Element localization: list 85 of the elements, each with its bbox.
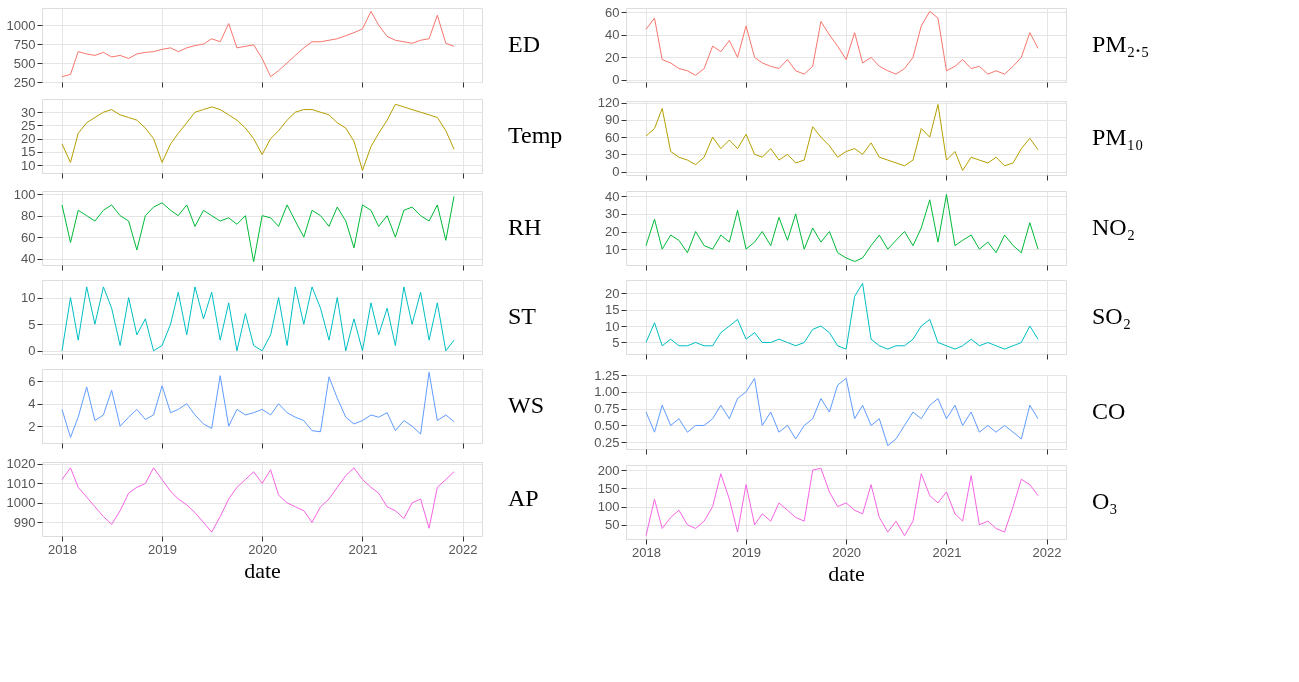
y-tick-label: 40	[605, 27, 620, 43]
x-tick-label: 2021	[932, 544, 962, 560]
y-axis-title: PM₁₀	[1092, 124, 1144, 150]
y-tick-label: 5	[612, 334, 620, 350]
x-tick-label: 2022	[448, 541, 478, 557]
y-tick-label: 60	[21, 229, 36, 245]
y-tick-label: 2	[28, 418, 36, 434]
y-tick-label: 200	[597, 462, 620, 478]
y-tick-label: 25	[21, 117, 36, 133]
x-tick-label: 2020	[832, 544, 862, 560]
y-tick-label: 30	[605, 146, 620, 162]
y-tick-label: 20	[21, 131, 36, 147]
x-axis-title: date	[244, 557, 281, 583]
x-tick-label: 2021	[348, 541, 378, 557]
x-tick-label: 2022	[1032, 544, 1062, 560]
y-tick-label: 40	[605, 188, 620, 204]
y-tick-label: 1000	[6, 17, 36, 33]
y-tick-label: 20	[605, 285, 620, 301]
y-axis-title: NO₂	[1092, 214, 1136, 240]
x-tick-label: 2018	[48, 541, 77, 557]
y-tick-label: 120	[597, 95, 620, 111]
y-tick-label: 250	[13, 74, 36, 90]
y-tick-label: 750	[13, 36, 36, 52]
y-tick-label: 1010	[6, 475, 36, 491]
x-tick-label: 2019	[732, 544, 762, 560]
y-tick-label: 1.00	[594, 384, 620, 400]
y-tick-label: 30	[605, 206, 620, 222]
y-axis-title: AP	[508, 485, 539, 511]
y-tick-label: 10	[605, 318, 620, 334]
x-axis-title: date	[828, 560, 865, 586]
y-tick-label: 30	[21, 104, 36, 120]
line-series	[645, 282, 1039, 350]
y-tick-label: 5	[28, 316, 36, 332]
line-series	[645, 467, 1039, 537]
y-tick-label: 990	[13, 514, 36, 530]
y-tick-label: 60	[605, 129, 620, 145]
y-tick-label: 100	[597, 499, 620, 515]
y-tick-label: 0.75	[594, 401, 620, 417]
x-tick-label: 2019	[148, 541, 178, 557]
y-tick-label: 15	[21, 144, 36, 160]
y-tick-label: 1020	[6, 456, 36, 472]
line-series	[61, 286, 455, 352]
y-tick-label: 500	[13, 55, 36, 71]
y-axis-title: RH	[508, 214, 542, 240]
line-series	[645, 103, 1039, 171]
y-tick-label: 100	[13, 186, 36, 202]
y-axis-title: Temp	[508, 122, 563, 148]
y-tick-label: 1000	[6, 495, 36, 511]
line-series	[61, 103, 455, 171]
y-tick-label: 4	[28, 396, 36, 412]
y-axis-title: PM₂.₅	[1092, 31, 1150, 57]
y-tick-label: 80	[21, 208, 36, 224]
line-series	[61, 467, 455, 533]
y-axis-title: WS	[508, 392, 544, 418]
y-tick-label: 0.50	[594, 417, 620, 433]
y-tick-label: 1.25	[594, 367, 620, 383]
y-axis-title: ED	[508, 31, 540, 57]
y-tick-label: 10	[605, 241, 620, 257]
y-axis-title: SO₂	[1092, 303, 1132, 329]
y-tick-label: 10	[21, 157, 36, 173]
y-tick-label: 40	[21, 251, 36, 267]
x-tick-label: 2018	[632, 544, 661, 560]
y-tick-label: 20	[605, 224, 620, 240]
x-tick-label: 2020	[248, 541, 278, 557]
line-series	[61, 195, 455, 263]
y-tick-label: 20	[605, 49, 620, 65]
y-tick-label: 150	[597, 480, 620, 496]
y-axis-title: ST	[508, 303, 537, 329]
y-axis-title: O₃	[1092, 488, 1118, 514]
line-series	[61, 371, 455, 438]
line-series	[61, 10, 455, 78]
y-tick-label: 90	[605, 112, 620, 128]
line-series	[645, 377, 1039, 447]
y-tick-label: 0	[612, 164, 620, 180]
y-tick-label: 6	[28, 373, 36, 389]
line-series	[645, 10, 1039, 76]
line-series	[645, 194, 1039, 262]
y-tick-label: 50	[605, 517, 620, 533]
y-tick-label: 0	[612, 72, 620, 88]
y-axis-title: CO	[1092, 398, 1126, 424]
y-tick-label: 0	[28, 343, 36, 359]
y-tick-label: 0.25	[594, 434, 620, 450]
y-tick-label: 10	[21, 290, 36, 306]
y-tick-label: 15	[605, 302, 620, 318]
y-tick-label: 60	[605, 4, 620, 20]
